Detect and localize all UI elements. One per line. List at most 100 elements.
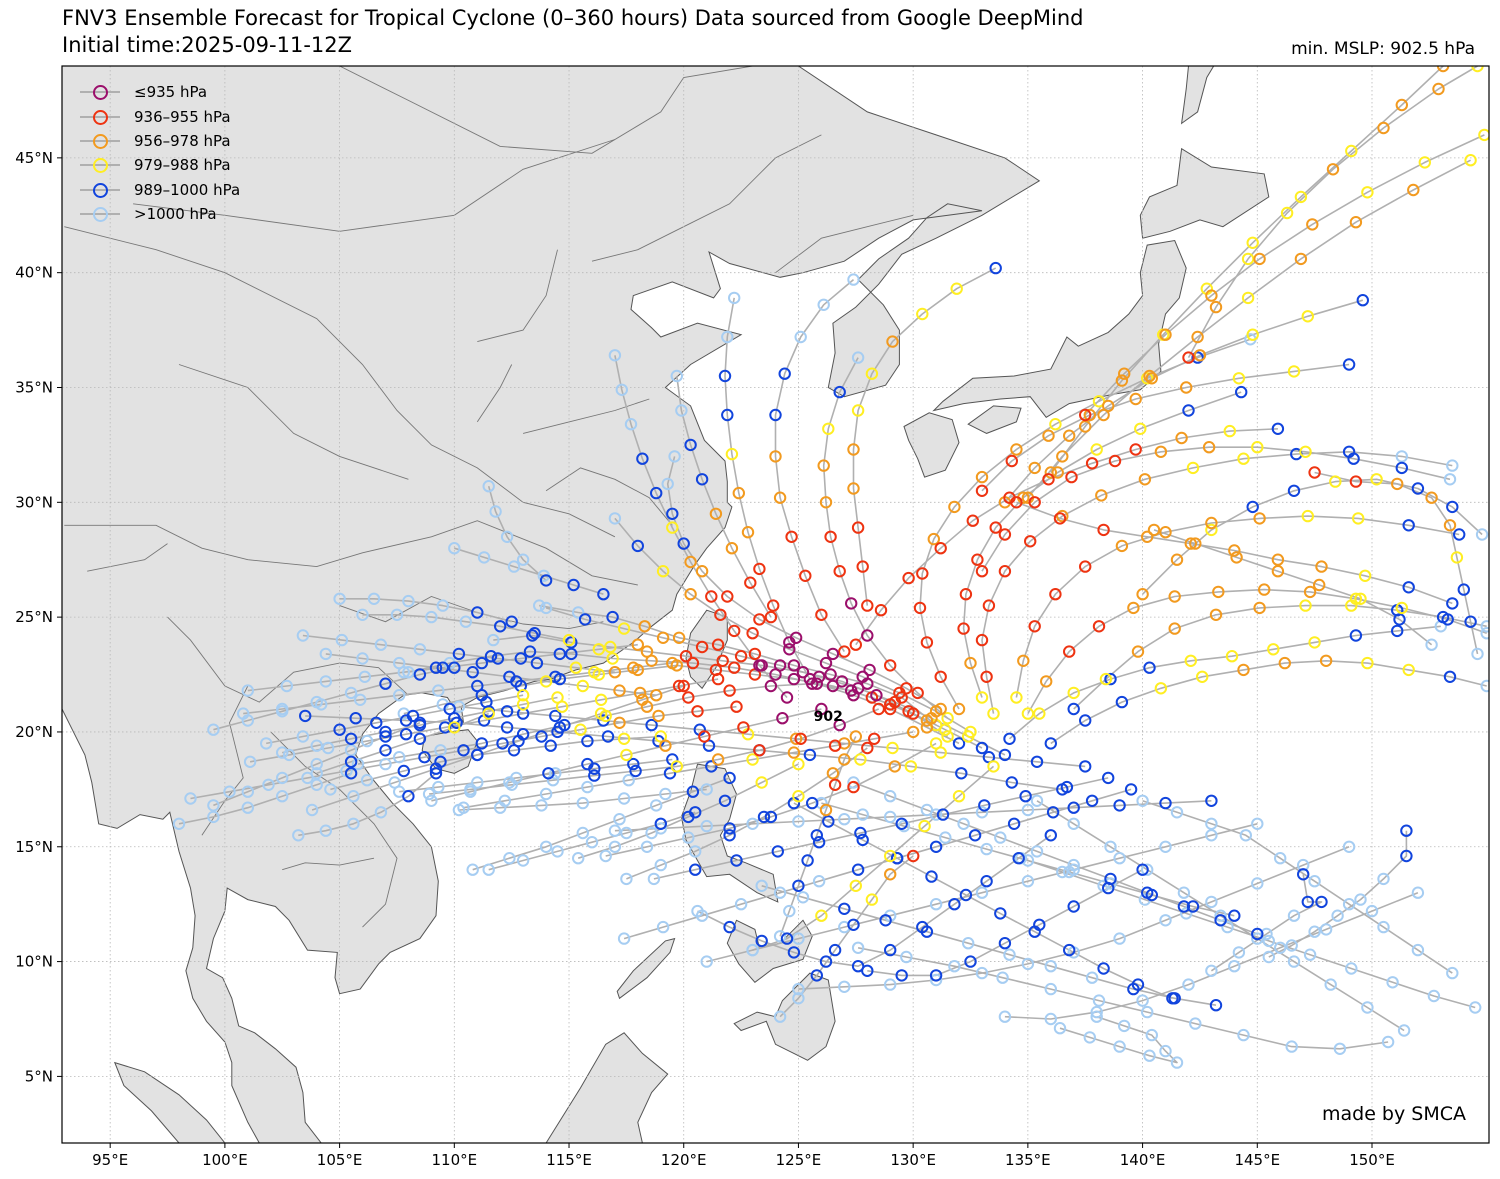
track-point xyxy=(789,732,803,745)
track-point xyxy=(1159,526,1172,539)
track-point xyxy=(872,702,885,716)
track-point xyxy=(276,790,289,803)
track-point xyxy=(723,920,736,934)
track-point xyxy=(542,767,555,780)
track-point xyxy=(902,571,915,585)
track-point xyxy=(994,907,1007,920)
track-point xyxy=(1246,328,1259,341)
track-point xyxy=(1260,927,1273,941)
track-point xyxy=(659,739,672,752)
track-point xyxy=(459,615,472,628)
track-point xyxy=(1184,537,1198,550)
track-point xyxy=(613,684,626,697)
track-point xyxy=(656,565,670,578)
track-point xyxy=(828,739,842,752)
track-point xyxy=(539,675,553,688)
track-point xyxy=(826,767,840,780)
track-point xyxy=(402,594,415,608)
track-point xyxy=(615,383,628,396)
track-point xyxy=(613,813,626,826)
track-point xyxy=(374,806,388,819)
track-point xyxy=(1349,629,1363,642)
track-point xyxy=(819,656,833,670)
track-point xyxy=(1067,702,1080,716)
track-point xyxy=(1297,868,1310,881)
track-point xyxy=(1287,909,1301,922)
track-point xyxy=(1053,1021,1067,1035)
track-point xyxy=(700,819,713,833)
track-point xyxy=(507,744,521,757)
track-point xyxy=(851,351,865,364)
track-point xyxy=(675,404,688,417)
track-point xyxy=(757,810,771,824)
track-point xyxy=(1425,491,1438,504)
border-line xyxy=(282,857,375,871)
legend: ≤935 hPa 936–955 hPa 956–978 hPa 979–988 hP… xyxy=(76,80,240,226)
track-point xyxy=(920,803,934,817)
track-point xyxy=(448,542,461,555)
track-point xyxy=(1085,971,1099,984)
track-point xyxy=(516,707,530,720)
track-point xyxy=(475,656,488,670)
track-point xyxy=(753,659,766,672)
land-japan-hokkaido xyxy=(1139,147,1270,239)
track-point xyxy=(987,707,1000,720)
track-point xyxy=(500,530,514,543)
legend-item: >1000 hPa xyxy=(76,202,240,226)
track-point xyxy=(884,868,897,881)
track-point xyxy=(689,845,702,858)
track-point xyxy=(936,808,950,821)
track-point xyxy=(1127,601,1140,615)
track-point xyxy=(207,799,220,812)
track-point xyxy=(1040,675,1053,688)
track-point xyxy=(360,734,374,748)
track-point xyxy=(709,507,723,520)
track-point xyxy=(964,725,977,739)
track-point xyxy=(1180,381,1193,394)
border-line xyxy=(270,731,398,928)
track-point xyxy=(1113,799,1126,812)
track-point xyxy=(1143,1049,1156,1062)
track-line xyxy=(487,485,547,581)
track-point xyxy=(650,799,663,812)
track-point xyxy=(1453,528,1466,541)
track-point xyxy=(819,955,833,968)
track-point xyxy=(553,647,566,661)
track-point xyxy=(1469,1001,1482,1014)
track-point xyxy=(464,783,477,796)
track-point xyxy=(1212,585,1225,599)
track-point xyxy=(920,636,934,649)
track-point xyxy=(716,654,729,667)
track-point xyxy=(1253,601,1266,615)
track-point xyxy=(1253,252,1266,266)
track-point xyxy=(1177,900,1191,913)
track-point xyxy=(1237,452,1250,465)
track-point xyxy=(929,737,943,750)
track-point xyxy=(1154,445,1168,458)
land-borneo xyxy=(545,1032,669,1143)
track-point xyxy=(1402,519,1415,532)
track-point xyxy=(1145,372,1159,385)
track-point xyxy=(482,707,495,720)
track-point xyxy=(868,732,881,745)
track-point xyxy=(764,810,778,824)
track-point xyxy=(1370,473,1383,486)
land-sakhalin xyxy=(1180,66,1215,125)
track-point xyxy=(952,790,966,803)
track-point xyxy=(1395,601,1409,615)
track-point xyxy=(576,679,589,693)
track-point xyxy=(1436,66,1450,73)
track-point xyxy=(482,480,495,493)
track-point xyxy=(817,298,830,311)
track-point xyxy=(549,767,562,780)
border-line xyxy=(87,543,168,572)
track-line xyxy=(311,685,684,811)
track-point xyxy=(588,762,601,775)
track-point xyxy=(652,709,665,723)
track-point xyxy=(1113,1040,1126,1053)
track-point xyxy=(884,943,897,957)
track-point xyxy=(1391,624,1404,638)
track-point xyxy=(310,757,323,771)
track-point xyxy=(913,601,927,615)
track-point xyxy=(927,532,940,546)
